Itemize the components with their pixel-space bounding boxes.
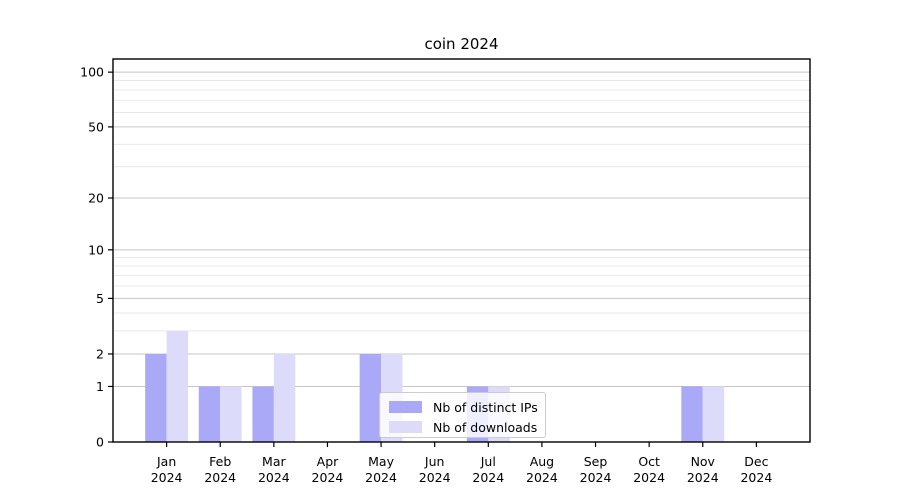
y-tick-label-0: 0 (96, 435, 104, 450)
chart-title: coin 2024 (424, 35, 499, 53)
x-tick-label-month-aug: Aug (530, 454, 554, 469)
bar-nb-of-distinct-ips-feb (198, 386, 221, 442)
x-tick-label-year-dec: 2024 (740, 470, 772, 485)
y-tick-label-100: 100 (80, 65, 104, 80)
legend-item-distinct-ips: Nb of distinct IPs (389, 398, 545, 416)
bar-nb-of-downloads-jan (166, 330, 189, 442)
x-tick-label-month-jul: Jul (480, 454, 496, 469)
x-tick-label-month-apr: Apr (317, 454, 339, 469)
y-tick-label-2: 2 (96, 346, 104, 361)
x-tick-label-year-sep: 2024 (580, 470, 612, 485)
x-tick-label-year-jul: 2024 (472, 470, 504, 485)
legend-label-downloads: Nb of downloads (433, 419, 538, 435)
y-tick-label-50: 50 (88, 119, 104, 134)
x-tick-label-year-oct: 2024 (633, 470, 665, 485)
y-tick-label-20: 20 (88, 191, 104, 206)
bar-nb-of-distinct-ips-nov (681, 386, 703, 442)
bar-nb-of-downloads-mar (273, 353, 296, 442)
x-tick-label-month-sep: Sep (584, 454, 608, 469)
legend: Nb of distinct IPs Nb of downloads (379, 392, 546, 438)
x-tick-label-year-may: 2024 (365, 470, 397, 485)
x-tick-label-month-oct: Oct (638, 454, 660, 469)
bar-nb-of-distinct-ips-may (359, 353, 382, 442)
x-tick-label-month-jun: Jun (424, 454, 445, 469)
bar-nb-of-distinct-ips-jan (145, 353, 167, 442)
x-tick-label-month-dec: Dec (744, 454, 768, 469)
x-tick-label-year-feb: 2024 (204, 470, 236, 485)
x-tick-label-year-apr: 2024 (312, 470, 344, 485)
bar-nb-of-distinct-ips-mar (252, 386, 274, 442)
x-tick-label-month-may: May (368, 454, 394, 469)
y-tick-label-1: 1 (96, 379, 104, 394)
x-tick-label-month-jan: Jan (156, 454, 176, 469)
y-tick-label-5: 5 (96, 291, 104, 306)
bar-nb-of-downloads-nov (702, 386, 725, 442)
x-tick-label-year-jun: 2024 (419, 470, 451, 485)
x-tick-label-year-jan: 2024 (151, 470, 183, 485)
x-tick-label-month-mar: Mar (262, 454, 286, 469)
bar-nb-of-downloads-feb (220, 386, 242, 442)
legend-item-downloads: Nb of downloads (389, 418, 545, 436)
x-tick-label-month-feb: Feb (209, 454, 231, 469)
x-tick-label-year-mar: 2024 (258, 470, 290, 485)
x-tick-label-year-nov: 2024 (687, 470, 719, 485)
y-tick-label-10: 10 (88, 242, 104, 257)
x-tick-label-year-aug: 2024 (526, 470, 558, 485)
legend-label-distinct-ips: Nb of distinct IPs (433, 399, 538, 415)
x-tick-label-month-nov: Nov (691, 454, 716, 469)
legend-swatch-downloads (389, 421, 422, 433)
plot-border (112, 58, 811, 443)
legend-swatch-distinct-ips (389, 401, 422, 413)
